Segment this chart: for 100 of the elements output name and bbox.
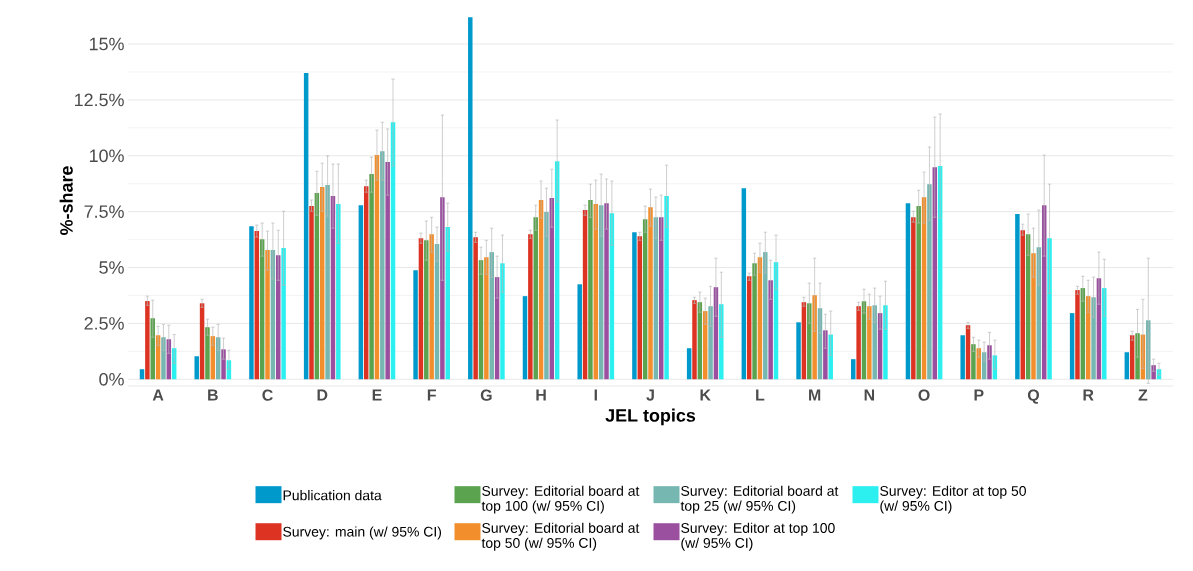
bar (582, 210, 588, 380)
bar (544, 212, 549, 380)
bar (319, 187, 325, 380)
bar (418, 238, 424, 380)
bar (692, 300, 697, 380)
x-tick-label: F (427, 389, 436, 401)
bar (1091, 297, 1096, 380)
y-tick-label: 0% (99, 372, 124, 386)
bar (325, 185, 330, 380)
bar (150, 318, 155, 380)
bar (249, 226, 254, 380)
x-tick-label: J (646, 389, 654, 401)
x-tick-label: R (1083, 389, 1094, 401)
bar (752, 263, 757, 380)
bar (309, 206, 314, 380)
legend-label: Survey: main (w/ 95% CI) (283, 526, 442, 540)
legend-label: Survey: Editorial board at top 25 (w/ 95% CI) (680, 485, 839, 514)
y-tick-label: 10% (89, 149, 124, 163)
legend-label: Survey: Editor at top 100 (w/ 95% CI) (681, 522, 835, 551)
bar (927, 184, 932, 380)
bar (658, 217, 664, 380)
bar (588, 200, 593, 380)
bar (746, 276, 752, 380)
x-tick-label: I (594, 389, 597, 401)
bar (911, 217, 916, 380)
bar (812, 295, 817, 380)
bar (801, 302, 807, 380)
bar (823, 330, 828, 380)
bar (445, 227, 450, 380)
bar (265, 250, 270, 380)
legend-label: Publication data (283, 490, 382, 501)
y-tick-label: 15% (89, 37, 124, 51)
bar (763, 252, 768, 380)
y-axis-title: %-share (59, 166, 73, 235)
bar (637, 236, 643, 380)
x-tick-label: B (208, 389, 218, 401)
bar (664, 196, 669, 380)
bar (1031, 253, 1036, 380)
x-tick-label: H (536, 389, 546, 401)
bar (194, 356, 199, 380)
legend-label: Survey: Editorial board at top 100 (w/ 95% CI) (481, 485, 640, 514)
bar (161, 337, 166, 380)
bar (440, 197, 445, 380)
x-tick-label: C (262, 389, 273, 401)
y-tick-label: 12.5% (75, 93, 124, 107)
bar (708, 306, 713, 380)
bar (473, 237, 478, 380)
bar (632, 232, 637, 380)
bar (768, 280, 773, 380)
x-tick-label: E (372, 389, 382, 401)
bar (1102, 288, 1107, 380)
y-tick-label: 2.5% (84, 317, 124, 330)
x-tick-label: D (317, 389, 328, 401)
bar (872, 305, 877, 380)
bar (336, 204, 341, 380)
bar (484, 257, 489, 380)
bar (500, 263, 505, 380)
bar (199, 303, 205, 380)
bar (424, 240, 429, 380)
bar (254, 231, 260, 380)
bar (867, 306, 872, 380)
bar (369, 174, 374, 380)
x-axis-title: JEL topics (605, 408, 696, 426)
x-tick-label: M (809, 389, 821, 401)
bar (221, 349, 226, 380)
bar (648, 207, 653, 380)
bar (528, 234, 533, 380)
bar (1047, 238, 1052, 380)
bar (145, 301, 150, 380)
bar (1015, 214, 1020, 380)
bar (796, 322, 801, 380)
bar (533, 217, 538, 380)
bar (987, 345, 992, 380)
bar (489, 252, 494, 380)
bar (259, 239, 265, 380)
legend-label: Survey: Editorial board at top 50 (w/ 95% CI) (481, 522, 640, 551)
bar (429, 234, 434, 380)
bar (916, 206, 921, 380)
x-tick-label: Q (1027, 389, 1040, 404)
x-tick-label: K (700, 389, 711, 401)
x-tick-label: P (974, 389, 984, 401)
bar (971, 344, 976, 380)
bar (1020, 230, 1025, 380)
x-tick-label: Z (1138, 389, 1148, 401)
bar (281, 248, 286, 380)
y-tick-label: 5% (99, 261, 124, 274)
bar (363, 186, 369, 380)
x-tick-label: N (864, 389, 875, 401)
bar (851, 359, 856, 380)
bar (205, 327, 210, 380)
legend-label: Survey: Editor at top 50 (w/ 95% CI) (880, 485, 1026, 514)
bar (385, 162, 390, 380)
x-tick-label: A (152, 389, 164, 401)
bar (960, 335, 965, 380)
x-tick-label: G (480, 389, 492, 401)
bar (413, 270, 418, 380)
x-tick-label: O (918, 389, 930, 401)
bar (807, 303, 812, 380)
bar (1075, 290, 1080, 380)
bar (380, 151, 385, 380)
